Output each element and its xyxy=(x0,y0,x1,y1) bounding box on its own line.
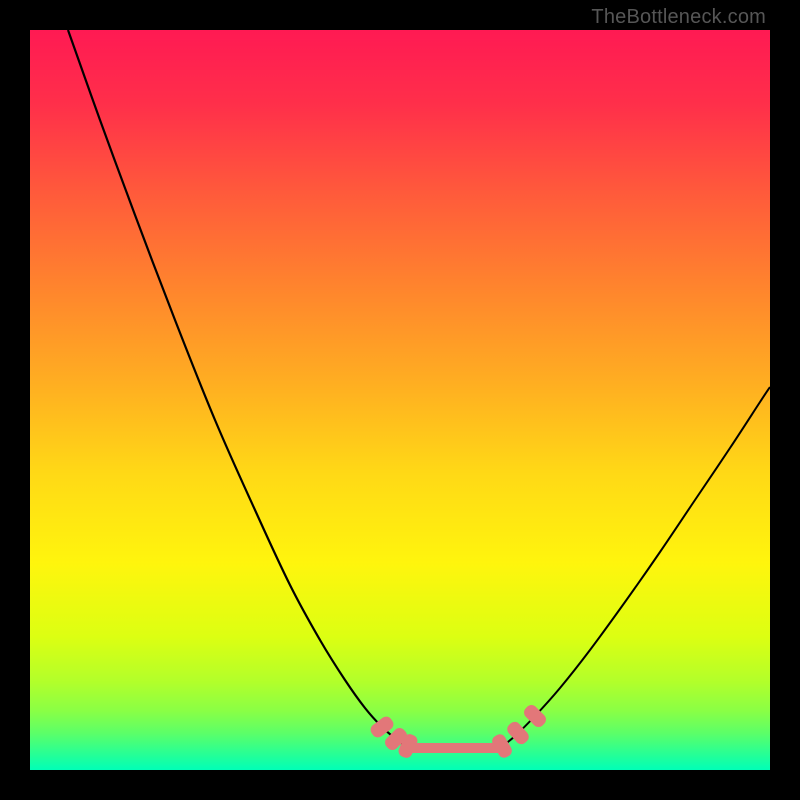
curves-layer xyxy=(30,30,770,770)
left-curve xyxy=(68,30,408,748)
right-curve xyxy=(500,387,770,748)
watermark-text: TheBottleneck.com xyxy=(591,6,766,29)
plot-area xyxy=(30,30,770,770)
chart-frame: TheBottleneck.com xyxy=(0,0,800,800)
